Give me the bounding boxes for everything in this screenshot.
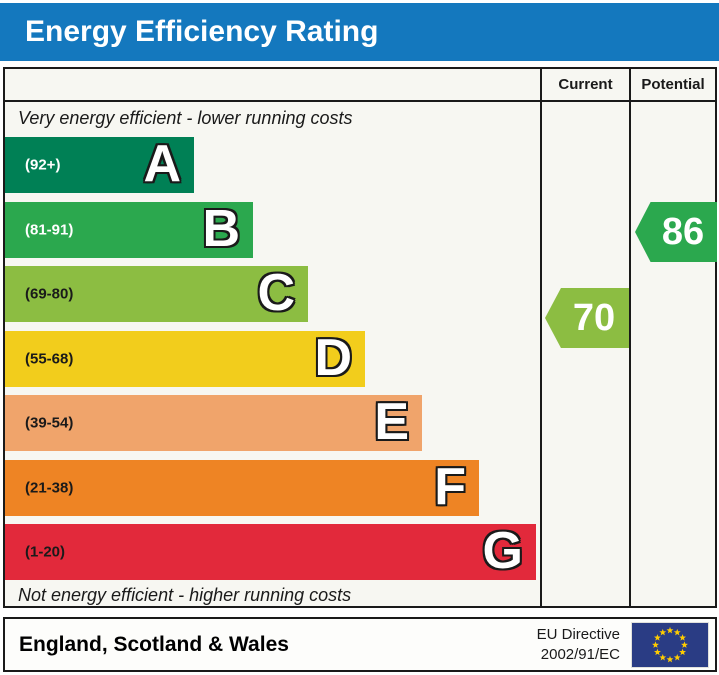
current-column-divider — [540, 69, 542, 606]
band-e: (39-54) E — [5, 392, 422, 451]
band-f-letter: F — [434, 457, 466, 516]
region-label: England, Scotland & Wales — [19, 633, 289, 656]
band-d-letter: D — [314, 328, 352, 387]
band-g-range-label: (1-20) — [25, 543, 66, 561]
band-f: (21-38) F — [5, 457, 479, 516]
potential-column-divider — [629, 69, 631, 606]
chart-title: Energy Efficiency Rating — [25, 15, 379, 48]
band-d-range-label: (55-68) — [25, 350, 74, 368]
header-row-divider — [5, 100, 715, 102]
band-b-range-label: (81-91) — [25, 221, 74, 239]
band-c-range-label: (69-80) — [25, 285, 74, 303]
band-a-range-label: (92+) — [25, 156, 61, 174]
band-d: (55-68) D — [5, 328, 365, 387]
current-value: 70 — [572, 296, 616, 339]
potential-indicator: 86 — [635, 202, 717, 262]
band-b: (81-91) B — [5, 199, 253, 258]
band-e-range-label: (39-54) — [25, 414, 74, 432]
rating-table: Current Potential Very energy efficient … — [3, 67, 717, 608]
footer-bar: England, Scotland & Wales EU Directive 2… — [3, 617, 717, 672]
band-a: (92+) A — [5, 134, 194, 193]
bottom-note: Not energy efficient - higher running co… — [18, 585, 352, 605]
current-column-header: Current — [558, 76, 613, 93]
eu-directive-label: EU Directive 2002/91/EC — [537, 625, 620, 665]
current-indicator: 70 — [545, 288, 629, 348]
eu-flag-icon — [631, 622, 709, 668]
band-c: (69-80) C — [5, 263, 308, 322]
band-b-letter: B — [202, 199, 240, 258]
band-g-letter: G — [482, 521, 523, 580]
band-g: (1-20) G — [5, 521, 536, 580]
band-c-letter: C — [257, 263, 295, 322]
band-e-letter: E — [374, 392, 409, 451]
potential-value: 86 — [661, 210, 705, 253]
top-note: Very energy efficient - lower running co… — [18, 108, 353, 128]
eu-directive-line2: 2002/91/EC — [540, 646, 620, 663]
potential-column-header: Potential — [641, 76, 705, 93]
chart-title-bar: Energy Efficiency Rating — [0, 3, 719, 61]
band-f-range-label: (21-38) — [25, 479, 74, 497]
band-a-letter: A — [143, 134, 181, 193]
eu-directive-line1: EU Directive — [536, 626, 620, 643]
